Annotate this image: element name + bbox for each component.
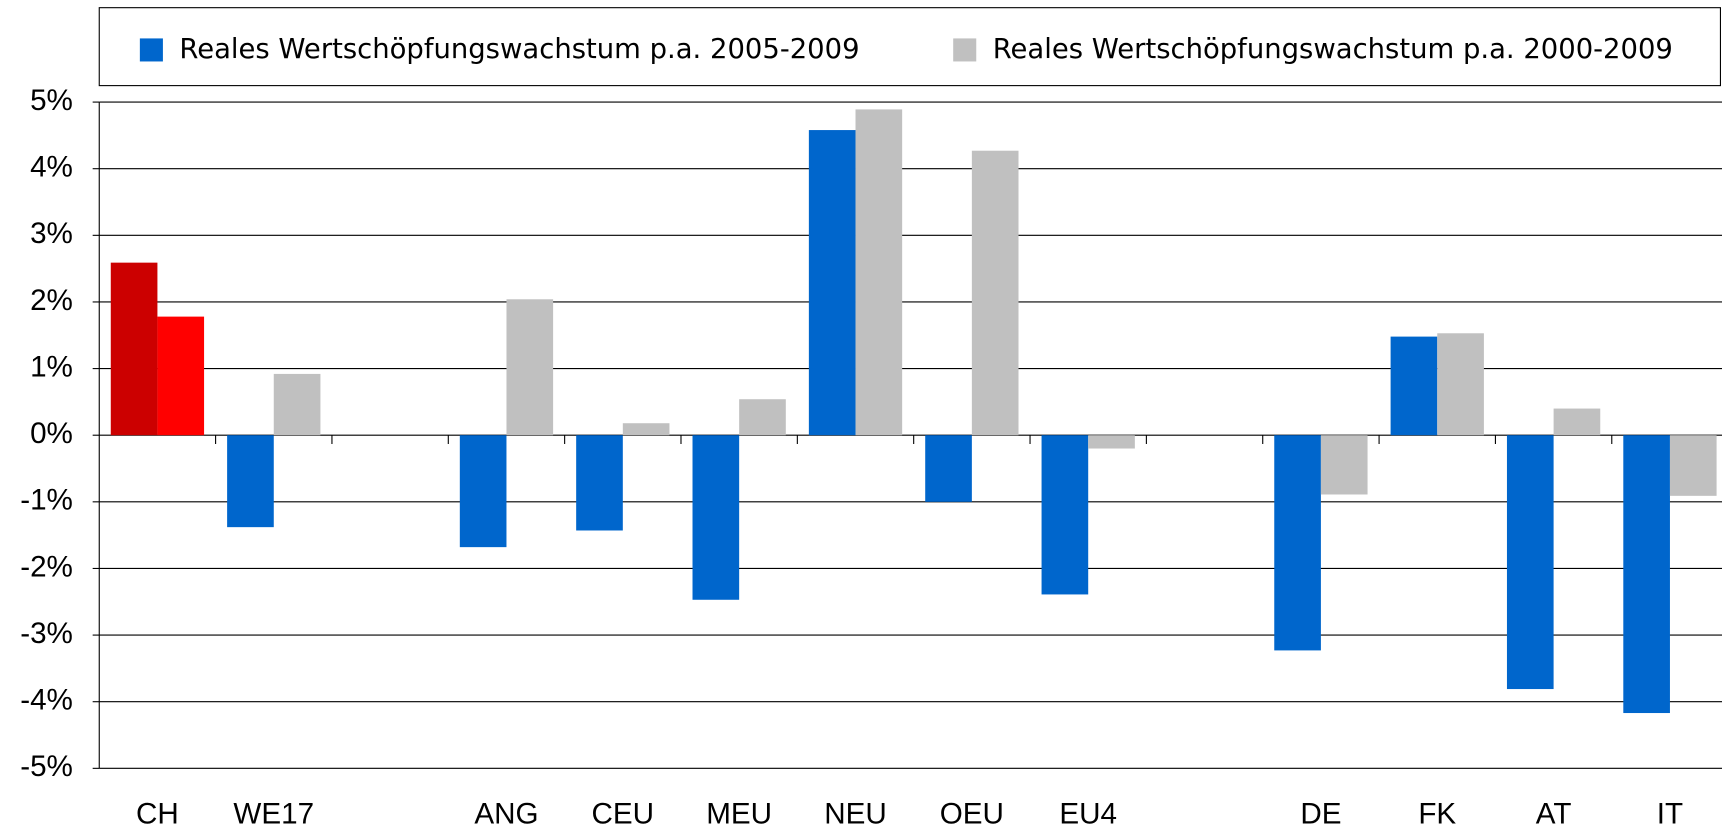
bar — [110, 262, 158, 436]
bar — [1041, 435, 1089, 595]
legend-box — [98, 7, 1721, 87]
x-tick-label: FK — [1418, 797, 1456, 830]
bar — [855, 109, 903, 436]
bar — [1274, 435, 1321, 651]
y-tick-label: 1% — [30, 350, 73, 383]
bar — [925, 435, 972, 502]
x-tick-label: OEU — [940, 797, 1004, 830]
x-tick-label: AT — [1536, 797, 1572, 830]
x-tick-label: CEU — [592, 797, 655, 830]
x-tick-label: NEU — [824, 797, 887, 830]
bar — [506, 299, 554, 436]
bar — [1320, 435, 1368, 495]
y-tick-label: -1% — [20, 484, 73, 517]
x-tick-label: WE17 — [233, 797, 314, 830]
bar — [1390, 336, 1438, 436]
bar — [1669, 435, 1717, 496]
x-tick-label: ANG — [474, 797, 538, 830]
bar — [1506, 435, 1554, 690]
bar — [157, 316, 205, 436]
y-tick-label: -2% — [20, 550, 73, 583]
bar — [273, 373, 321, 436]
bar — [576, 435, 623, 531]
bar — [1553, 408, 1601, 436]
y-tick-label: 2% — [30, 284, 73, 317]
y-tick-label: 4% — [30, 151, 73, 184]
y-tick-label: -4% — [20, 684, 73, 717]
bar — [971, 150, 1019, 436]
y-tick-label: 5% — [30, 84, 73, 117]
bar — [227, 435, 274, 528]
x-tick-label: DE — [1300, 797, 1341, 830]
bar — [692, 435, 740, 600]
x-tick-label: IT — [1657, 797, 1683, 830]
bar — [1088, 435, 1135, 449]
bar — [1623, 435, 1670, 714]
legend-swatch — [139, 38, 163, 62]
bar — [739, 399, 786, 436]
y-tick-label: -3% — [20, 617, 73, 650]
y-tick-label: 0% — [30, 417, 73, 450]
bar — [622, 423, 670, 436]
x-tick-label: MEU — [706, 797, 772, 830]
legend-label: Reales Wertschöpfungswachstum p.a. 2000-… — [993, 34, 1673, 65]
bar — [459, 435, 507, 548]
bar — [808, 130, 856, 436]
y-tick-label: -5% — [20, 750, 73, 783]
bar — [1437, 333, 1484, 436]
legend-swatch — [953, 38, 977, 62]
legend-label: Reales Wertschöpfungswachstum p.a. 2005-… — [179, 34, 859, 65]
y-tick-label: 3% — [30, 217, 73, 250]
x-tick-label: CH — [136, 797, 179, 830]
x-tick-label: EU4 — [1059, 797, 1117, 830]
